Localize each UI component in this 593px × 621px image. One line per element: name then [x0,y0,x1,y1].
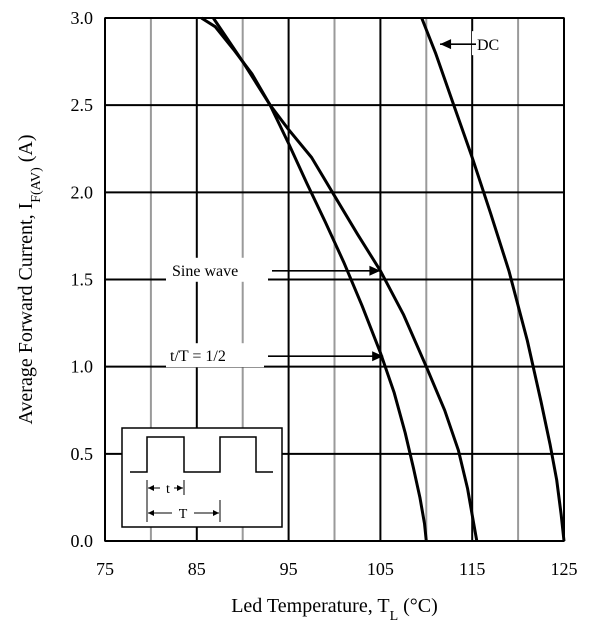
sine-label: Sine wave [172,263,238,280]
y-axis-title: Average Forward Current, IF(AV) (A) [15,134,44,424]
T-dim-arrowhead-left [148,510,154,516]
y-tick-label: 2.0 [71,182,94,202]
inset-box [121,427,283,528]
sine-arrow-head [369,265,381,276]
x-tick-label: 95 [280,559,298,579]
x-tick-label: 115 [459,559,485,579]
pulse-waveform [130,436,273,473]
t-dim-arrowhead-left [148,485,154,491]
inset-T-label: T [179,507,188,522]
t-dim-arrowhead-right [177,485,183,491]
y-tick-label: 1.5 [71,270,94,290]
series-line-0 [420,17,566,542]
sine-label-bg [166,257,268,282]
T-dim-arrowhead-right [213,510,219,516]
dc-label: DC [477,37,499,54]
y-tick-label: 2.5 [71,95,94,115]
x-tick-label: 75 [96,559,114,579]
y-tick-label: 0.0 [71,531,94,551]
y-tick-label: 3.0 [71,8,94,28]
x-axis-title: Led Temperature, TL (°C) [231,595,438,621]
x-tick-label: 105 [367,559,394,579]
waveform-inset: t T [121,427,283,528]
tt-label: t/T = 1/2 [170,348,226,365]
plot-frame [104,17,565,542]
y-tick-labels: 0.0 0.5 1.0 1.5 2.0 2.5 3.0 [71,8,94,551]
annotation-layer: DC Sine wave t/T = 1/2 [166,31,512,368]
tt-label-bg [166,343,264,368]
y-tick-label: 0.5 [71,444,94,464]
x-tick-label: 85 [188,559,206,579]
dc-label-bg [472,31,512,56]
tt-arrow-head [372,351,384,362]
y-tick-label: 1.0 [71,357,94,377]
series-line-2 [200,16,428,542]
inset-t-label: t [166,482,170,497]
dc-arrow-head [440,39,452,50]
x-tick-labels: 75 85 95 105 115 125 [96,559,578,579]
x-tick-label: 125 [551,559,578,579]
